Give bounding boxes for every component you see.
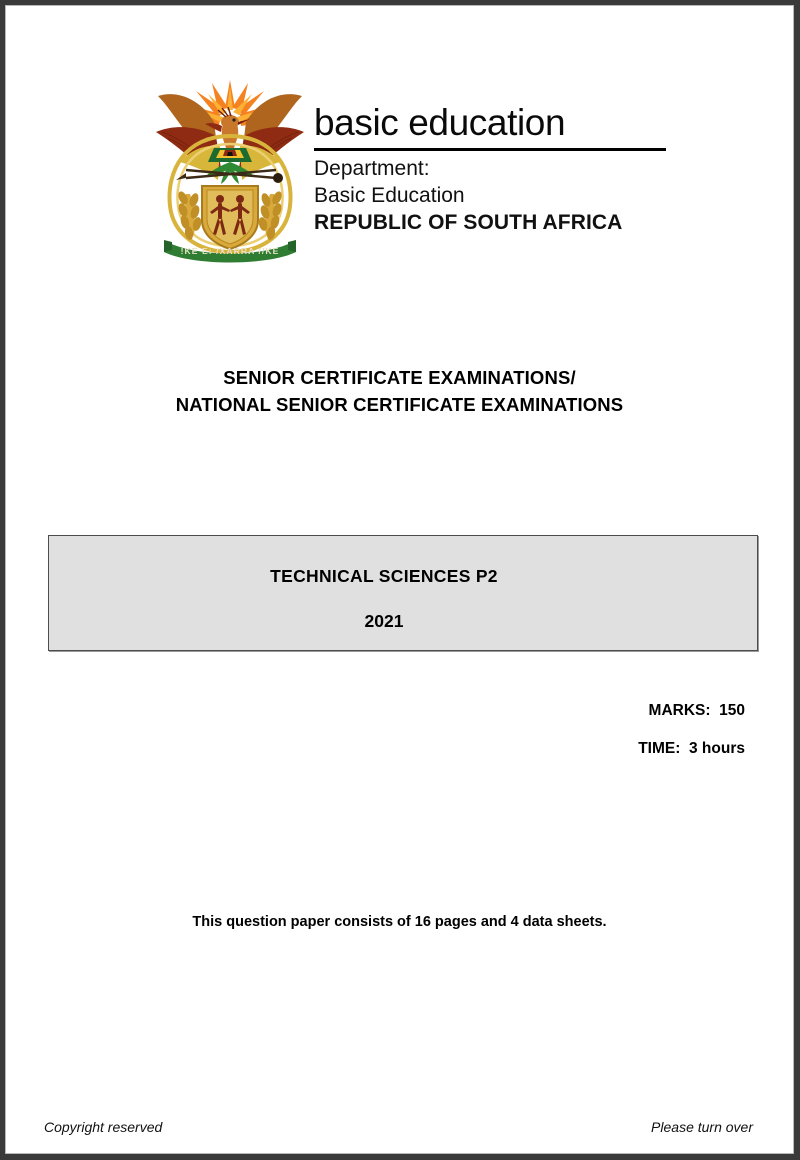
page-count-note: This question paper consists of 16 pages…: [192, 914, 607, 930]
subject-box-content: TECHNICAL SCIENCES P2 2021: [49, 536, 719, 650]
footer-copyright: Copyright reserved: [44, 1119, 163, 1135]
page-footer: Copyright reserved Please turn over: [44, 1119, 753, 1135]
letterhead: !KE E: /XARRA //KE basic education Depar…: [6, 66, 793, 266]
subject-box: TECHNICAL SCIENCES P2 2021: [48, 535, 758, 651]
brand-title: basic education: [314, 102, 566, 143]
brand-divider: [314, 148, 666, 151]
exam-heading-line-1: SENIOR CERTIFICATE EXAMINATIONS/: [223, 367, 576, 388]
exam-meta: MARKS: 150 TIME: 3 hours: [638, 692, 745, 768]
marks-value: MARKS: 150: [648, 702, 745, 719]
coat-of-arms-motto: !KE E: /XARRA //KE: [181, 246, 280, 256]
country-name: REPUBLIC OF SOUTH AFRICA: [314, 210, 623, 234]
subject-title: TECHNICAL SCIENCES P2: [270, 566, 498, 586]
page-content-area: !KE E: /XARRA //KE basic education Depar…: [5, 5, 794, 1154]
time-value: TIME: 3 hours: [638, 740, 745, 757]
exam-heading: SENIOR CERTIFICATE EXAMINATIONS/ NATIONA…: [6, 364, 793, 418]
footer-turn-over: Please turn over: [651, 1119, 753, 1135]
exam-heading-line-2: NATIONAL SENIOR CERTIFICATE EXAMINATIONS: [175, 394, 624, 415]
brand-block: basic education Department: Basic Educat…: [314, 104, 714, 237]
department-name: Basic Education: [314, 183, 465, 207]
subject-year: 2021: [364, 611, 404, 631]
department-label: Department:: [314, 157, 430, 180]
south-african-coat-of-arms-icon: !KE E: /XARRA //KE: [142, 74, 318, 264]
